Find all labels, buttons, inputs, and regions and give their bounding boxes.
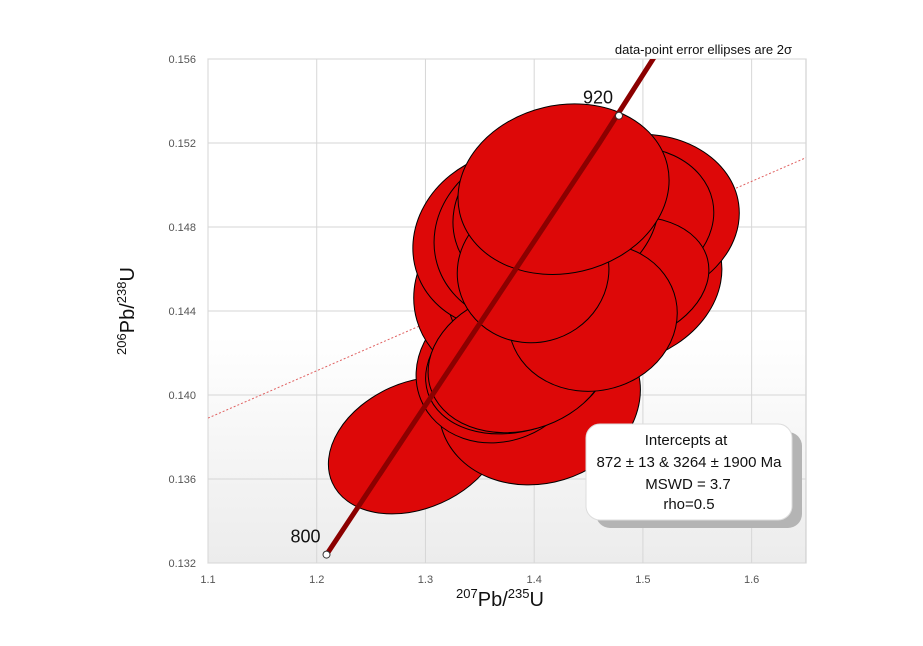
error-ellipse-note: data-point error ellipses are 2σ xyxy=(615,42,792,57)
discordia-line xyxy=(208,157,806,419)
x-tick-label: 1.3 xyxy=(418,574,433,586)
age-marker xyxy=(322,550,331,559)
x-axis-title: 207Pb/235U xyxy=(456,586,544,611)
age-markers xyxy=(322,111,623,559)
x-tick-label: 1.6 xyxy=(744,574,759,586)
y-tick-label: 0.148 xyxy=(168,222,196,234)
intercept-box: Intercepts at 872 ± 13 & 3264 ± 1900 Ma … xyxy=(585,423,802,528)
intercept-line-2: 872 ± 13 & 3264 ± 1900 Ma xyxy=(597,454,783,471)
age-marker-labels: 800 920 xyxy=(290,88,613,547)
y-tick-label: 0.144 xyxy=(168,306,196,318)
y-tick-label: 0.132 xyxy=(168,558,196,570)
y-axis-title: 206Pb/238U xyxy=(114,267,139,355)
age-marker xyxy=(614,111,623,120)
x-tick-label: 1.4 xyxy=(527,574,542,586)
x-tick-label: 1.1 xyxy=(200,574,215,586)
intercept-line-3: MSWD = 3.7 xyxy=(645,476,730,493)
y-tick-label: 0.136 xyxy=(168,474,196,486)
x-tick-label: 1.2 xyxy=(309,574,324,586)
y-tick-label: 0.140 xyxy=(168,390,196,402)
error-ellipse xyxy=(457,103,670,275)
y-tick-label: 0.156 xyxy=(168,54,196,66)
tick-labels: 1.1 1.2 1.3 1.4 1.5 1.6 0.132 0.136 0.140 0.144 0.… xyxy=(168,54,759,586)
intercept-line-4: rho=0.5 xyxy=(663,496,714,513)
age-marker-label: 920 xyxy=(583,88,613,108)
x-tick-label: 1.5 xyxy=(635,574,650,586)
y-tick-label: 0.152 xyxy=(168,138,196,150)
age-marker-label: 800 xyxy=(290,527,320,547)
concordia-curve xyxy=(324,59,656,558)
intercept-line-1: Intercepts at xyxy=(645,432,728,449)
